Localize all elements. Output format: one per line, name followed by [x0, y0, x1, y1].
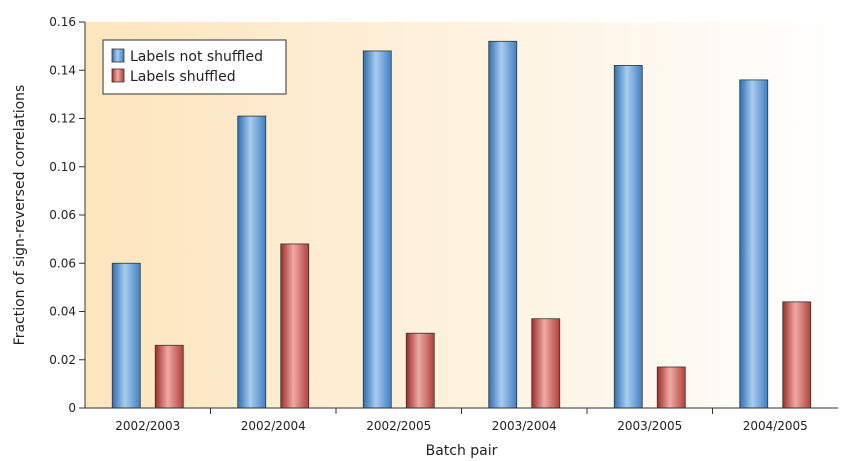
bar-labels-shuffled-2004-2005: [782, 301, 812, 409]
bar-labels-shuffled-2002-2004: [280, 243, 310, 409]
y-tick-label: 0.16: [49, 15, 76, 29]
legend: Labels not shuffled Labels shuffled: [102, 39, 287, 95]
y-tick-label: 0.04: [49, 305, 76, 319]
legend-swatch-labels-not-shuffled: [111, 48, 125, 63]
y-tick-label: 0.12: [49, 112, 76, 126]
y-tick-label: 0.06: [49, 256, 76, 270]
y-tick-label: 0.02: [49, 353, 76, 367]
y-tick-label: 0: [68, 401, 76, 415]
x-tick-label: 2002/2004: [241, 419, 306, 433]
bar-labels-not-shuffled-2002-2004: [237, 115, 267, 409]
bar-labels-shuffled-2002-2003: [154, 344, 184, 409]
bars: [111, 40, 812, 409]
y-tick-label: 0.10: [49, 160, 76, 174]
bar-labels-shuffled-2002-2005: [405, 332, 435, 409]
bar-labels-not-shuffled-2002-2005: [362, 50, 392, 409]
bar-labels-not-shuffled-2002-2003: [111, 262, 141, 409]
bar-labels-not-shuffled-2004-2005: [739, 79, 769, 409]
legend-label-labels-shuffled: Labels shuffled: [130, 69, 236, 85]
bar-labels-not-shuffled-2003-2005: [613, 65, 643, 409]
legend-swatch-labels-shuffled: [111, 68, 125, 83]
x-tick-label: 2004/2005: [743, 419, 808, 433]
legend-label-labels-not-shuffled: Labels not shuffled: [130, 49, 263, 65]
bar-labels-shuffled-2003-2004: [531, 318, 561, 409]
y-tick-label: 0.06: [49, 208, 76, 222]
legend-box: [102, 39, 287, 95]
y-tick-label: 0.14: [49, 63, 76, 77]
bar-labels-not-shuffled-2003-2004: [488, 40, 518, 409]
x-axis-title: Batch pair: [426, 443, 498, 459]
x-tick-label: 2002/2003: [115, 419, 180, 433]
y-axis-title: Fraction of sign-reversed correlations: [12, 85, 28, 346]
y-axis-ticks: 0 0.02 0.04 0.06 0.06 0.10 0.12 0.14 0.16: [49, 15, 85, 415]
x-axis-ticks: 2002/2003 2002/2004 2002/2005 2003/2004 2003…: [115, 408, 808, 433]
x-tick-label: 2003/2005: [617, 419, 682, 433]
x-tick-label: 2002/2005: [366, 419, 431, 433]
x-tick-label: 2003/2004: [492, 419, 557, 433]
bar-labels-shuffled-2003-2005: [656, 366, 686, 409]
